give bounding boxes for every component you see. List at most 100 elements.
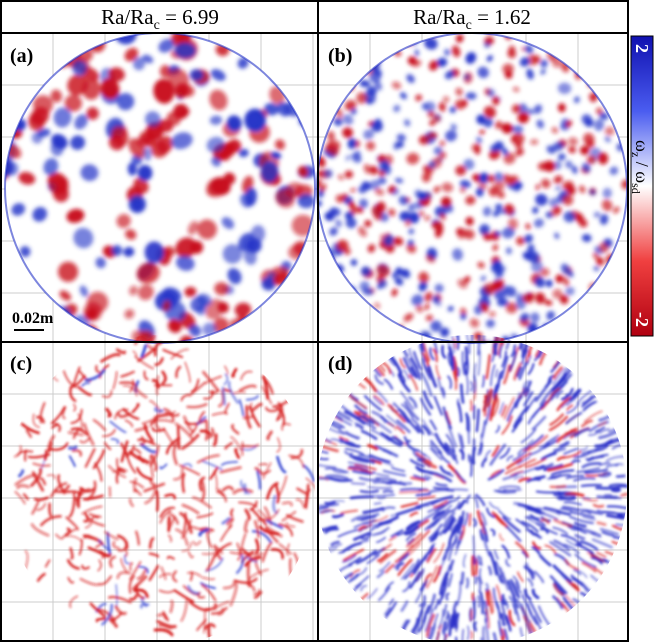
vortex-streak: [375, 503, 381, 504]
vortex: [276, 314, 298, 336]
vortex: [320, 68, 333, 79]
vortex-streak: [486, 620, 488, 642]
vortex-streak: [467, 579, 468, 588]
vortex-streak: [478, 556, 480, 564]
vortex-streak: [204, 611, 205, 633]
vortex-streak: [500, 486, 520, 488]
vortex-streak: [477, 410, 479, 431]
vortex: [552, 339, 564, 352]
vortex-streak: [490, 503, 498, 509]
vortex-streak: [380, 551, 395, 563]
vortex-streak: [567, 405, 572, 409]
vortex-streak: [444, 605, 447, 616]
vortex: [371, 323, 382, 333]
vortex: [333, 308, 346, 319]
vortex-streak: [82, 383, 89, 386]
vortex-streak: [136, 532, 139, 544]
vortex-streak: [341, 510, 357, 513]
vortex-streak: [94, 420, 105, 430]
vortex: [355, 305, 368, 319]
vortex-streak: [423, 426, 429, 434]
vortex-streak: [377, 538, 385, 543]
vortex-streak: [439, 610, 444, 629]
vortex-streak: [314, 449, 328, 453]
vortex-streak: [594, 505, 603, 507]
vortex: [0, 64, 17, 84]
vortex: [584, 30, 599, 45]
vortex-streak: [617, 476, 624, 477]
vortex-streak: [528, 479, 540, 481]
vortex-streak: [150, 539, 153, 548]
vortex-streak: [501, 614, 503, 625]
vortex-streak: [478, 334, 479, 354]
vortex-streak: [378, 497, 384, 498]
vortex-streak: [255, 521, 258, 536]
vortex-streak: [50, 504, 51, 515]
vortex-streak: [135, 449, 140, 453]
vortex-streak: [137, 468, 151, 479]
vortex: [283, 77, 306, 99]
vortex-streak: [552, 470, 573, 474]
vortex-streak: [110, 557, 114, 567]
vortex: [466, 92, 477, 99]
vortex-streak: [117, 350, 125, 353]
vortex: [291, 320, 315, 341]
vortex-streak: [163, 372, 166, 384]
vortex-streak: [487, 584, 488, 591]
vortex-streak: [130, 499, 133, 505]
vortex-streak: [214, 435, 216, 445]
vortex: [383, 23, 397, 36]
vortex: [556, 321, 565, 330]
vortex: [607, 65, 613, 74]
vortex-streak: [436, 483, 446, 485]
vortex-streak: [379, 587, 390, 600]
vortex-streak: [582, 485, 601, 486]
vortex-streak: [82, 566, 89, 569]
vortex-streak: [506, 560, 509, 566]
vortex-streak: [351, 497, 372, 498]
vortex-streak: [46, 560, 50, 566]
vortex-streak: [435, 397, 442, 415]
vortex-streak: [466, 373, 468, 394]
vortex: [280, 43, 304, 67]
vortex-streak: [188, 573, 201, 577]
vortex-streak: [457, 582, 460, 604]
vortex-streak: [133, 404, 139, 412]
vortex: [8, 283, 27, 303]
vortex-streak: [63, 536, 82, 541]
vortex-streak: [402, 343, 408, 355]
vortex-streak: [86, 523, 92, 528]
vortex-streak: [447, 489, 467, 490]
vortex-streak: [510, 611, 514, 625]
vortex: [606, 297, 614, 305]
vortex-streak: [461, 450, 464, 458]
vortex: [536, 30, 545, 39]
vortex-streak: [374, 495, 394, 496]
vortex-streak: [119, 414, 130, 417]
vortex-streak: [441, 467, 450, 474]
vortex-streak: [176, 367, 180, 377]
vortex-streak: [457, 368, 459, 376]
vortex-streak: [474, 497, 477, 507]
vortex-streak: [223, 487, 232, 490]
vortex-streak: [185, 362, 190, 382]
vortex: [312, 107, 328, 123]
vortex-streak: [237, 544, 240, 560]
vortex: [370, 166, 378, 175]
vortex-streak: [431, 421, 436, 430]
vortex: [364, 53, 374, 62]
vortex: [379, 327, 387, 335]
vortex: [530, 24, 543, 37]
vortex: [612, 102, 624, 114]
vortex-streak: [171, 601, 173, 612]
vortex-streak: [473, 536, 474, 557]
header-value: = 6.99: [160, 5, 219, 29]
vortex-streak: [193, 542, 200, 545]
vortex-streak: [150, 480, 154, 485]
vortex: [587, 66, 595, 74]
vortex-streak: [466, 347, 467, 363]
vortex-streak: [206, 604, 216, 609]
vortex-streak: [182, 395, 189, 401]
vortex: [606, 282, 613, 291]
vortex: [15, 75, 27, 89]
